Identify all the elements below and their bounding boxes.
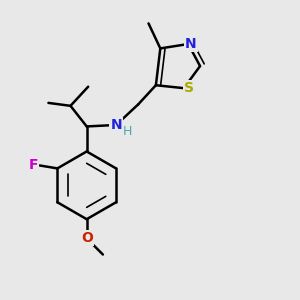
Text: O: O [81,231,93,245]
Text: F: F [28,158,38,172]
Text: N: N [185,37,197,51]
Text: N: N [110,118,122,132]
Text: H: H [123,125,132,138]
Text: S: S [184,81,194,95]
